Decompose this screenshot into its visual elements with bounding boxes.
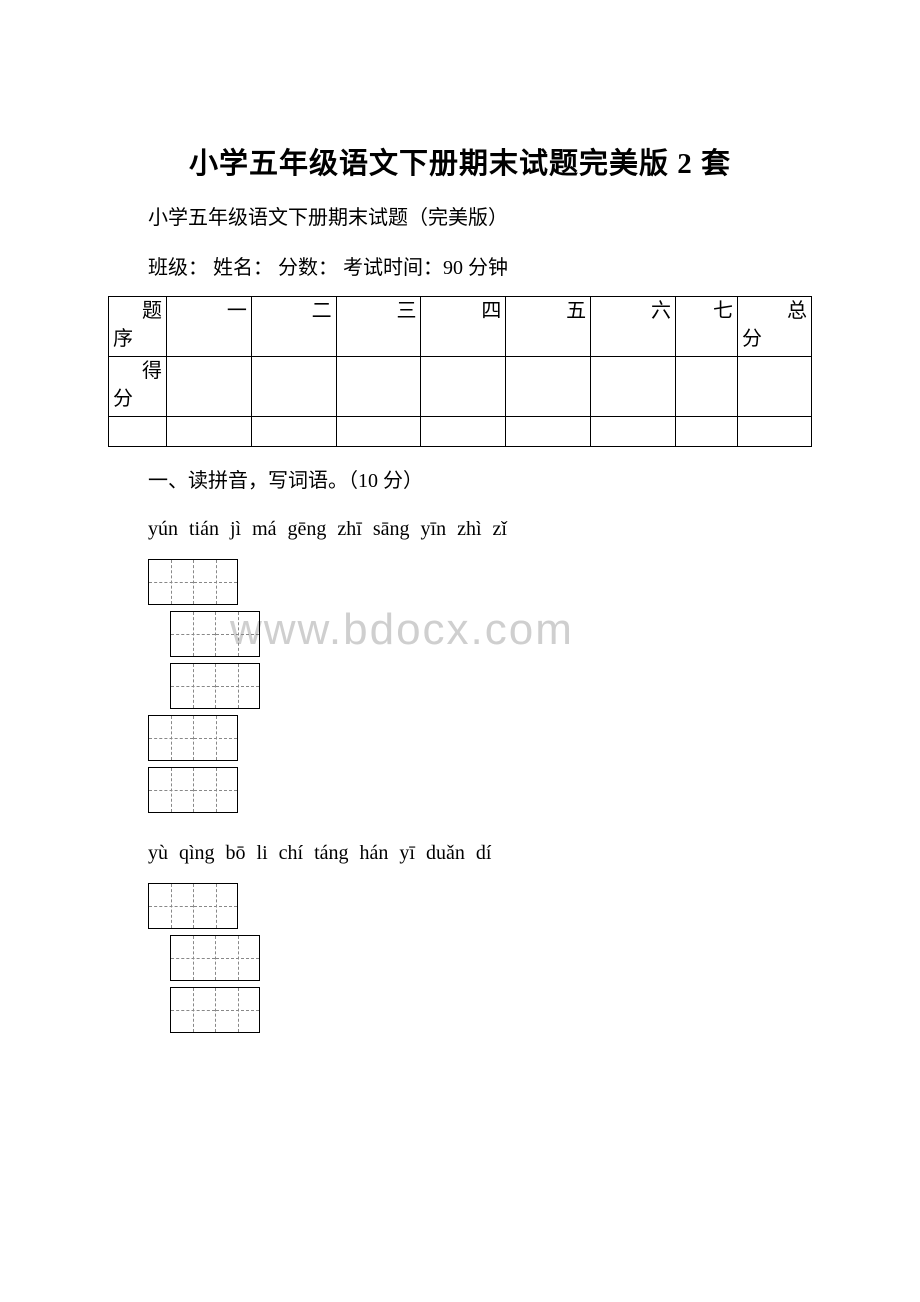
empty-cell (109, 417, 167, 447)
header-cell: 五 (506, 297, 591, 357)
subtitle: 小学五年级语文下册期末试题（完美版） (108, 200, 812, 236)
character-grid (148, 559, 238, 605)
character-grid (148, 767, 238, 813)
header-cell: 二 (251, 297, 336, 357)
info-line: 班级： 姓名： 分数： 考试时间：90 分钟 (108, 250, 812, 286)
cell-text: 分 (742, 325, 807, 353)
empty-cell (738, 417, 812, 447)
cell-text: 题 (113, 297, 162, 325)
pinyin-line: yún tián jì má gēng zhī sāng yīn zhì zǐ (148, 513, 812, 545)
empty-cell (676, 417, 738, 447)
cell-text: 七 (680, 297, 733, 325)
score-cell (591, 357, 676, 417)
header-cell-total: 总 分 (738, 297, 812, 357)
cell-text: 总 (742, 297, 807, 325)
table-row (109, 417, 812, 447)
empty-cell (591, 417, 676, 447)
cell-text: 二 (256, 297, 332, 325)
score-cell-label: 得 分 (109, 357, 167, 417)
pinyin-line: yù qìng bō li chí táng hán yī duǎn dí (148, 837, 812, 869)
score-cell (738, 357, 812, 417)
cell-text: 六 (595, 297, 671, 325)
empty-cell (421, 417, 506, 447)
header-cell: 三 (336, 297, 421, 357)
score-cell (676, 357, 738, 417)
empty-cell (251, 417, 336, 447)
header-cell: 七 (676, 297, 738, 357)
page-title: 小学五年级语文下册期末试题完美版 2 套 (108, 140, 812, 182)
score-cell (251, 357, 336, 417)
character-grid (170, 935, 260, 981)
table-row: 题 序 一 二 三 四 五 六 七 总 分 (109, 297, 812, 357)
empty-cell (506, 417, 591, 447)
character-grid (170, 663, 260, 709)
cell-text: 分 (113, 385, 162, 413)
score-table: 题 序 一 二 三 四 五 六 七 总 分 得 分 (108, 296, 812, 447)
header-cell: 四 (421, 297, 506, 357)
character-grid-group (148, 559, 812, 819)
table-row: 得 分 (109, 357, 812, 417)
section-heading: 一、读拼音，写词语。（10 分） (108, 463, 812, 499)
character-grid (170, 611, 260, 657)
score-cell (336, 357, 421, 417)
page: www.bdocx.com 小学五年级语文下册期末试题完美版 2 套 小学五年级… (0, 0, 920, 1097)
character-grid (148, 883, 238, 929)
score-cell (167, 357, 252, 417)
score-cell (421, 357, 506, 417)
character-grid-group (148, 883, 812, 1039)
character-grid (148, 715, 238, 761)
cell-text: 三 (341, 297, 417, 325)
empty-cell (336, 417, 421, 447)
empty-cell (167, 417, 252, 447)
cell-text: 一 (171, 297, 247, 325)
character-grid (170, 987, 260, 1033)
header-cell-label: 题 序 (109, 297, 167, 357)
header-cell: 六 (591, 297, 676, 357)
cell-text: 序 (113, 325, 162, 353)
cell-text: 得 (113, 357, 162, 385)
cell-text: 五 (510, 297, 586, 325)
score-cell (506, 357, 591, 417)
cell-text: 四 (425, 297, 501, 325)
header-cell: 一 (167, 297, 252, 357)
